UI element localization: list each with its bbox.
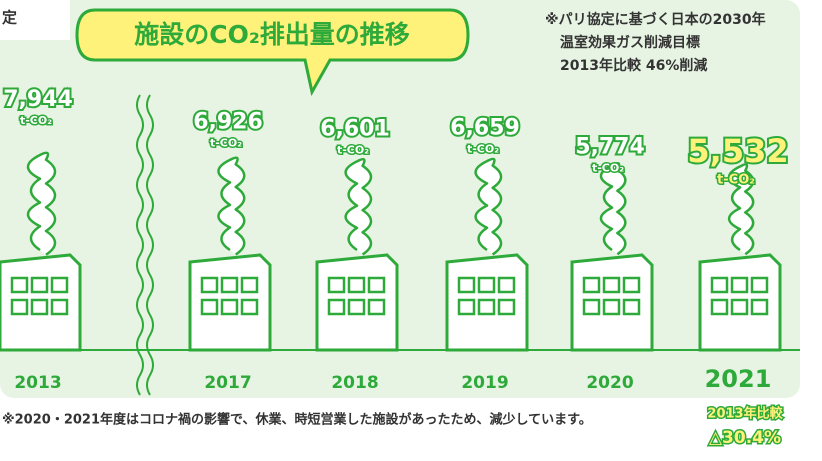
x-tick-label: 2021: [705, 365, 772, 393]
note-line: 2013年比較 46%削減: [560, 57, 707, 74]
unit-label: t-CO₂: [717, 173, 755, 188]
x-tick-label: 2013: [14, 373, 61, 393]
x-tick-label: 2020: [586, 373, 633, 393]
x-tick-label: 2019: [461, 373, 508, 393]
note-line: ※パリ協定に基づく日本の2030年: [545, 11, 766, 28]
unit-label: t-CO₂: [337, 144, 369, 157]
unit-label: t-CO₂: [592, 162, 624, 175]
comparison-label: 2013年比較: [707, 406, 783, 422]
page: 定 施設のCO₂排出量の推移 ※パリ協定に基づく日本の2030年 温室効果ガス削…: [0, 0, 822, 461]
value-label: 6,926: [193, 109, 263, 134]
footnote: ※2020・2021年度はコロナ禍の影響で、休業、時短営業した施設があったため、…: [2, 412, 592, 428]
value-label: 5,532: [687, 132, 788, 170]
comparison-value: △30.4%: [709, 428, 781, 448]
x-tick-label: 2017: [204, 373, 251, 393]
value-label: 5,774: [575, 135, 645, 160]
unit-label: t-CO₂: [20, 114, 52, 127]
chart-title: 施設のCO₂排出量の推移: [134, 20, 410, 49]
note-line: 温室効果ガス削減目標: [560, 34, 700, 51]
value-label: 6,659: [450, 115, 520, 140]
value-label: 6,601: [320, 117, 390, 142]
chart: 定 施設のCO₂排出量の推移 ※パリ協定に基づく日本の2030年 温室効果ガス削…: [0, 0, 822, 461]
unit-label: t-CO₂: [210, 136, 242, 149]
x-tick-label: 2018: [331, 373, 378, 393]
value-label: 7,944: [3, 87, 73, 112]
corner-text: 定: [2, 9, 17, 27]
unit-label: t-CO₂: [467, 142, 499, 155]
